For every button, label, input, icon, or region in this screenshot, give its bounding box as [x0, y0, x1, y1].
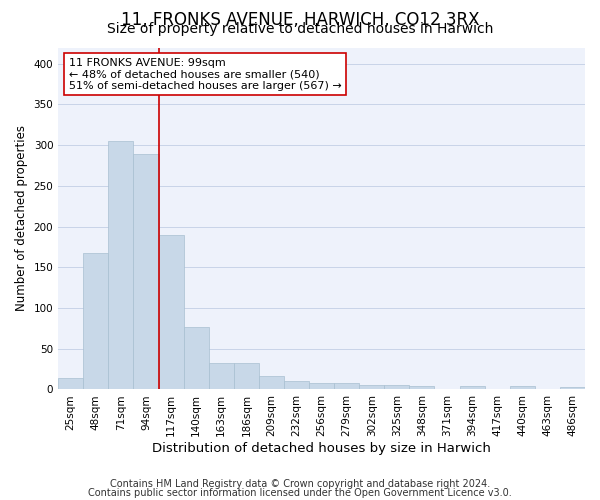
Bar — [109, 141, 133, 390]
Bar — [184, 327, 209, 390]
Bar — [133, 154, 158, 390]
Y-axis label: Number of detached properties: Number of detached properties — [15, 126, 28, 312]
Bar — [385, 386, 409, 390]
Bar — [58, 378, 83, 390]
Bar — [284, 382, 309, 390]
Bar — [560, 387, 585, 390]
Text: 11, FRONKS AVENUE, HARWICH, CO12 3RX: 11, FRONKS AVENUE, HARWICH, CO12 3RX — [121, 11, 479, 29]
Text: 11 FRONKS AVENUE: 99sqm
← 48% of detached houses are smaller (540)
51% of semi-d: 11 FRONKS AVENUE: 99sqm ← 48% of detache… — [69, 58, 341, 91]
X-axis label: Distribution of detached houses by size in Harwich: Distribution of detached houses by size … — [152, 442, 491, 455]
Bar — [510, 386, 535, 390]
Bar — [359, 386, 385, 390]
Bar — [460, 386, 485, 390]
Bar — [209, 364, 234, 390]
Bar — [309, 383, 334, 390]
Bar — [259, 376, 284, 390]
Text: Size of property relative to detached houses in Harwich: Size of property relative to detached ho… — [107, 22, 493, 36]
Text: Contains HM Land Registry data © Crown copyright and database right 2024.: Contains HM Land Registry data © Crown c… — [110, 479, 490, 489]
Bar — [234, 364, 259, 390]
Bar — [83, 254, 109, 390]
Bar — [409, 386, 434, 390]
Text: Contains public sector information licensed under the Open Government Licence v3: Contains public sector information licen… — [88, 488, 512, 498]
Bar — [334, 383, 359, 390]
Bar — [158, 235, 184, 390]
